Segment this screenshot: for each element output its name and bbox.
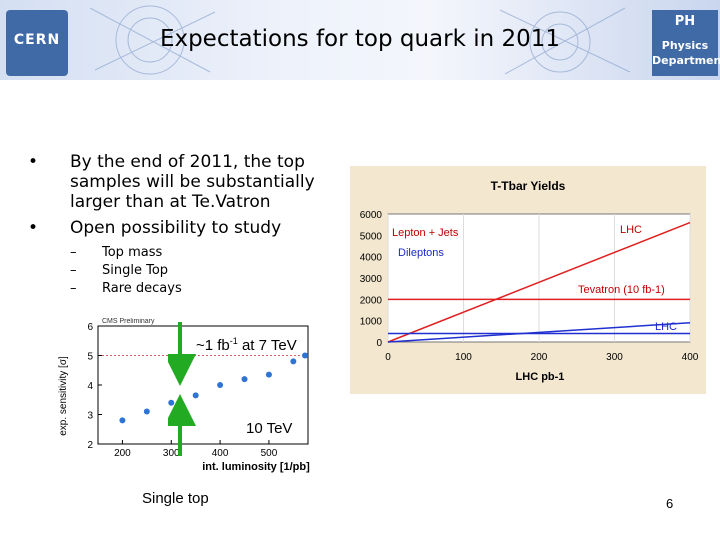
lumi-7tev-main: ~1 fb (196, 337, 230, 354)
cern-logo: CERN (6, 10, 68, 76)
scatter-y-tick-label: 5 (87, 352, 93, 363)
bullet-marker: • (28, 152, 39, 172)
sensitivity-scatter-chart: CMS Preliminary exp. sensitivity [σ] int… (56, 318, 316, 478)
bullet-text: By the end of 2011, the top samples will… (70, 152, 315, 212)
yields-y-tick-label: 3000 (360, 274, 383, 285)
scatter-point (290, 358, 297, 365)
sub-bullet-text: Rare decays (102, 281, 182, 296)
yields-x-tick-label: 200 (531, 352, 548, 363)
lumi-7tev-rest: at 7 TeV (237, 337, 297, 354)
banner-decoration (89, 5, 631, 75)
yields-series (387, 221, 691, 343)
scatter-point (302, 352, 308, 359)
header-banner: CERN PH Physics Department Expectations … (0, 0, 720, 80)
scatter-y-ticks: 2 3 4 5 6 (87, 322, 102, 451)
scatter-y-label: exp. sensitivity [σ] (58, 356, 69, 436)
bullet-list: • By the end of 2011, the top samples wi… (28, 152, 358, 298)
yields-y-tick-label: 6000 (360, 210, 383, 221)
sub-bullet-item: – Single Top (70, 262, 358, 280)
dash-marker: – (70, 281, 77, 296)
bullet-marker: • (28, 218, 39, 238)
yields-title: T-Tbar Yields (491, 179, 566, 193)
dileptons-label: Dileptons (398, 247, 444, 259)
yields-x-tick-label: 100 (455, 352, 472, 363)
sub-bullet-list: – Top mass – Single Top – Rare decays (70, 244, 358, 298)
slide-title: Expectations for top quark in 2011 (159, 26, 561, 52)
yields-grid (387, 214, 691, 342)
scatter-x-tick-label: 200 (114, 448, 131, 459)
sub-bullet-item: – Rare decays (70, 280, 358, 298)
yields-y-tick-label: 4000 (360, 253, 383, 264)
scatter-point (143, 408, 150, 415)
scatter-y-tick-label: 6 (87, 322, 93, 333)
tevatron-label: Tevatron (10 fb-1) (578, 284, 665, 296)
scatter-point (241, 376, 248, 383)
lepton-jets-label: Lepton + Jets (392, 227, 459, 239)
yields-y-tick-label: 2000 (360, 295, 383, 306)
arrow-overlay (168, 322, 196, 456)
lumi-10tev-label: 10 TeV (246, 420, 293, 437)
bullet-item: • By the end of 2011, the top samples wi… (28, 152, 358, 212)
yields-y-tick-label: 1000 (360, 317, 383, 328)
yields-x-ticks: 0 100 200 300 400 (385, 352, 699, 363)
ph-line-3: Department (652, 54, 720, 67)
yields-y-tick-label: 0 (376, 338, 382, 349)
scatter-point (119, 417, 126, 424)
yields-x-tick-label: 400 (682, 352, 699, 363)
scatter-point (217, 382, 224, 388)
yields-x-tick-label: 0 (385, 352, 391, 363)
scatter-x-label: int. luminosity [1/pb] (202, 461, 310, 473)
yields-y-tick-label: 5000 (360, 231, 383, 242)
dash-marker: – (70, 245, 77, 260)
scatter-x-tick-label: 300 (163, 448, 180, 459)
dash-marker: – (70, 263, 77, 278)
scatter-top-label: CMS Preliminary (102, 318, 155, 325)
lumi-7tev-label: ~1 fb-1 at 7 TeV (196, 336, 297, 354)
scatter-x-tick-label: 500 (261, 448, 278, 459)
scatter-y-tick-label: 3 (87, 411, 93, 422)
scatter-x-ticks: 200 300 400 500 (114, 440, 278, 459)
yields-series-line (387, 322, 691, 343)
lhc-blue-label: LHC (655, 321, 677, 333)
scatter-y-tick-label: 2 (87, 440, 93, 451)
single-top-label: Single top (142, 490, 209, 507)
sub-bullet-item: – Top mass (70, 244, 358, 262)
yields-x-tick-label: 300 (606, 352, 623, 363)
bullet-text: Open possibility to study (70, 218, 282, 238)
cern-logo-text: CERN (13, 32, 61, 48)
scatter-y-tick-label: 4 (87, 381, 93, 392)
ph-line-2: Physics (661, 39, 709, 52)
ph-line-1: PH (674, 14, 696, 29)
sub-bullet-text: Top mass (102, 245, 163, 260)
yields-y-ticks: 0 1000 2000 3000 4000 5000 6000 (360, 210, 383, 349)
scatter-point (265, 371, 272, 378)
sub-bullet-text: Single Top (102, 263, 169, 278)
bullet-item: • Open possibility to study (28, 218, 358, 238)
page-number: 6 (666, 496, 674, 511)
scatter-x-tick-label: 400 (212, 448, 229, 459)
lhc-red-label: LHC (620, 224, 642, 236)
ttbar-yields-chart: T-Tbar Yields LHC pb-1 01000200030004000… (350, 166, 706, 394)
yields-x-label: LHC pb-1 (516, 371, 565, 383)
yields-series-line (387, 221, 691, 343)
physics-department-logo: PH Physics Department (652, 10, 720, 76)
lumi-7tev-sup: -1 (229, 336, 238, 346)
